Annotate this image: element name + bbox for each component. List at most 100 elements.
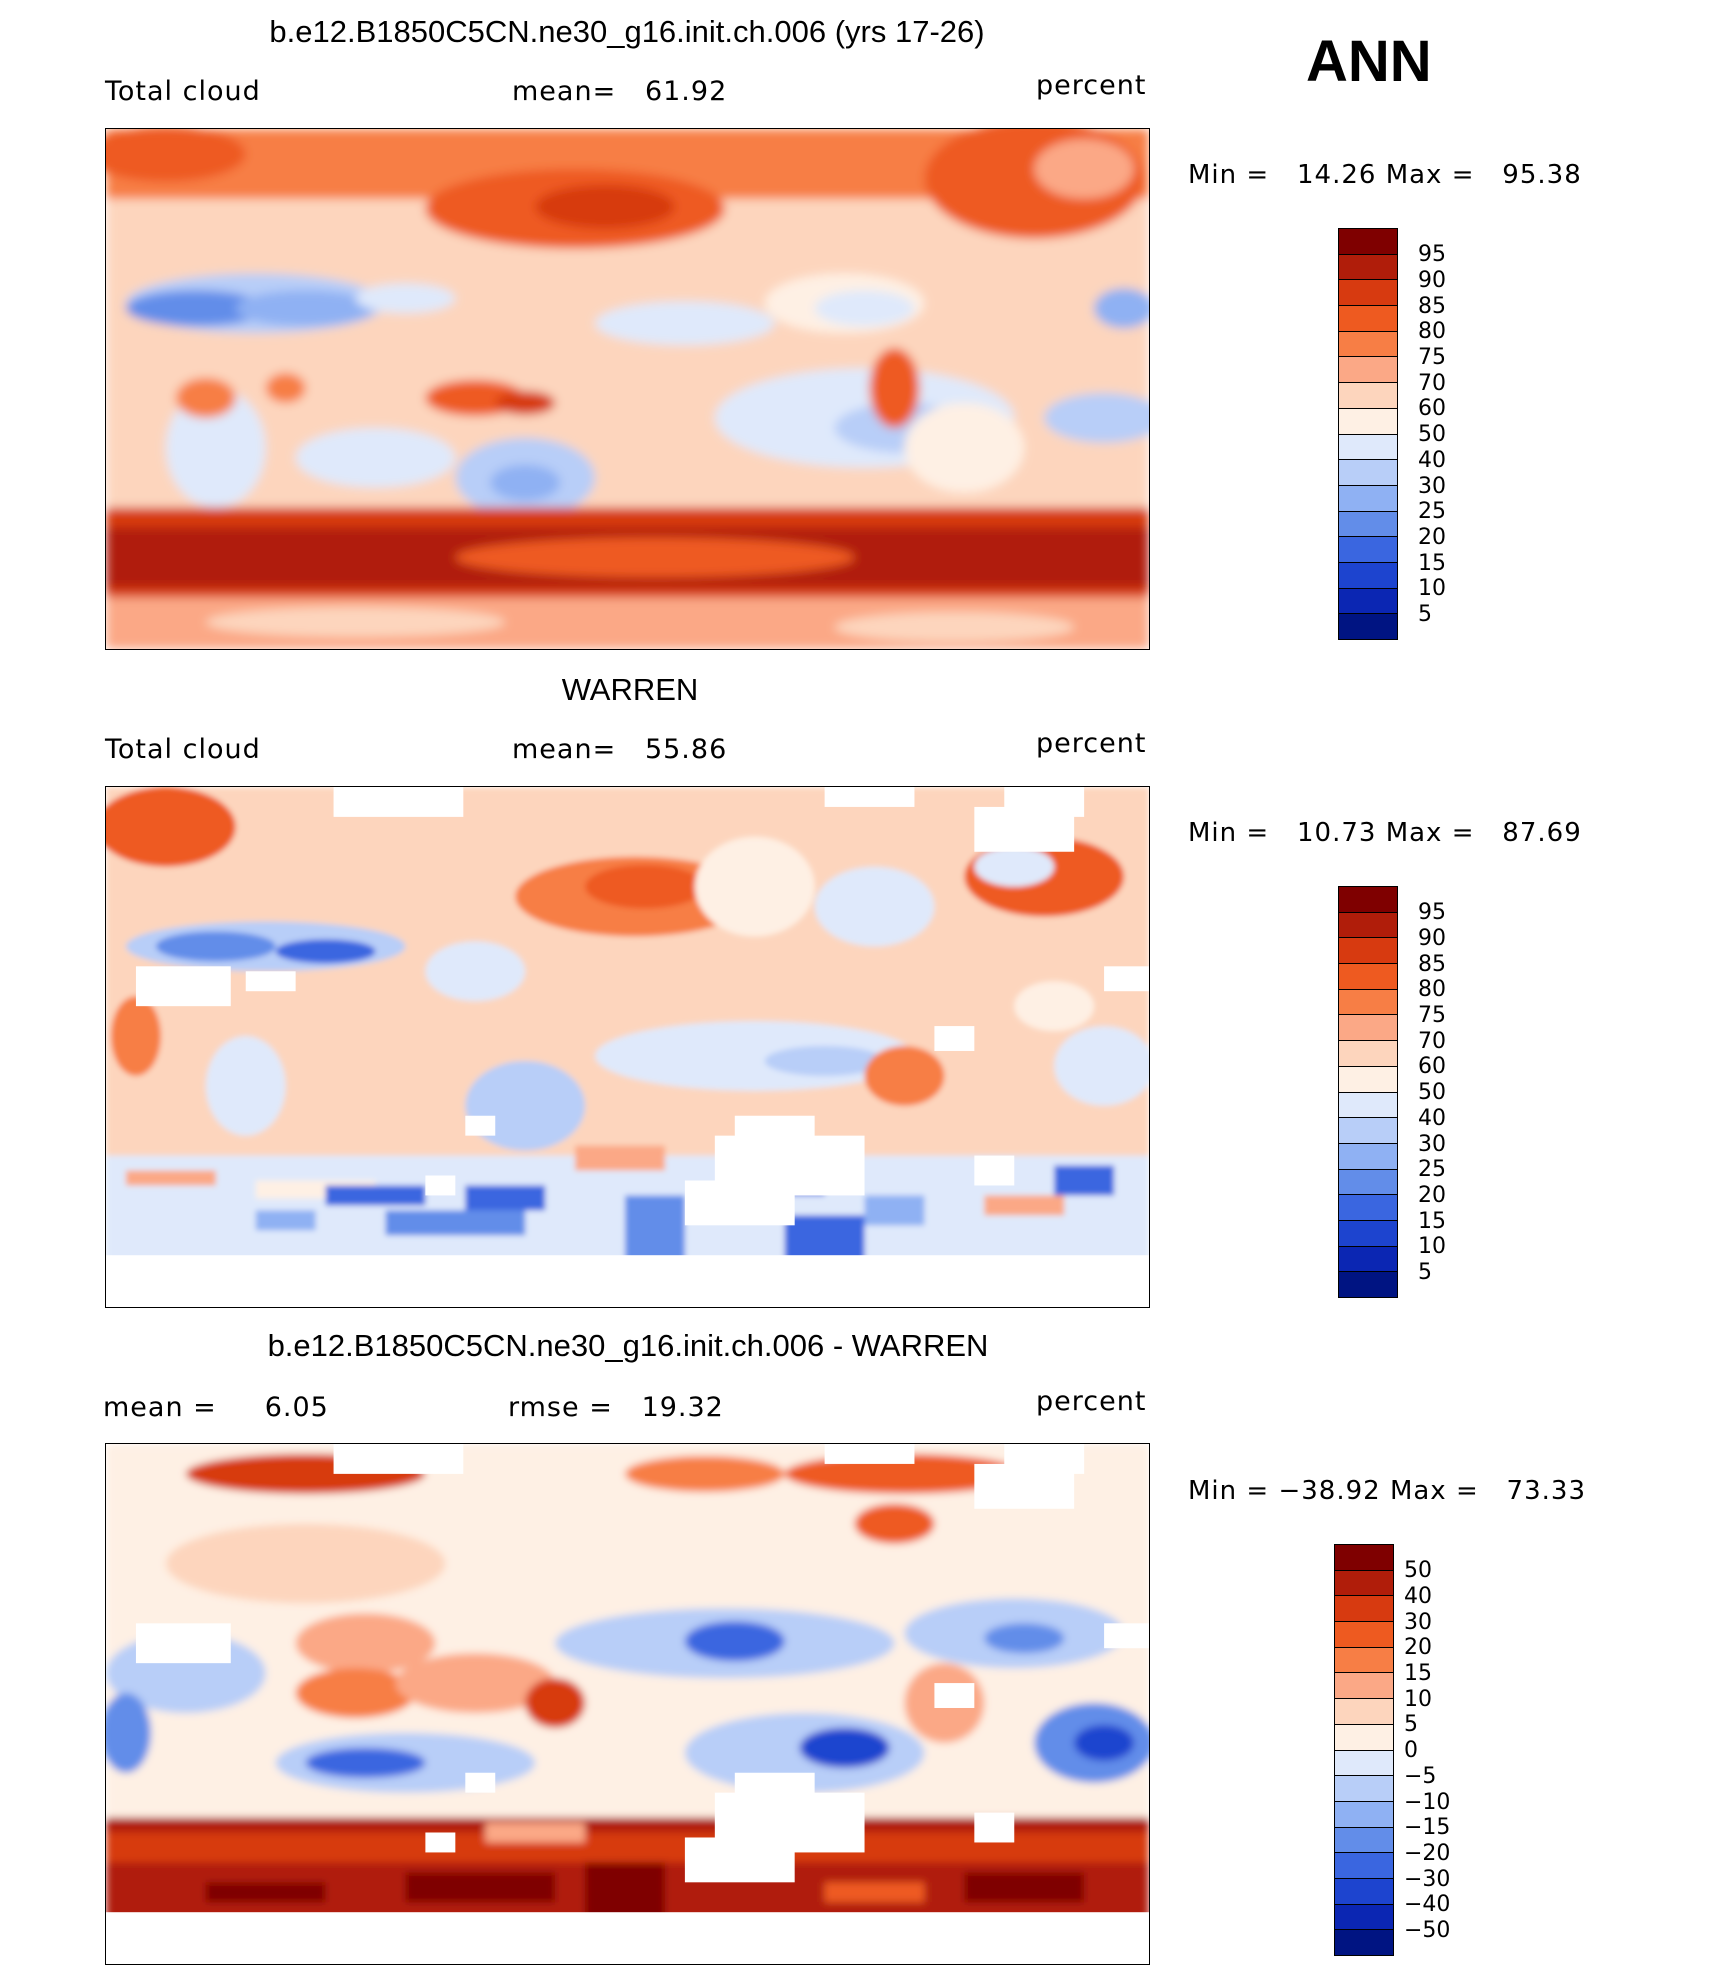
colorbar-swatch bbox=[1339, 1066, 1397, 1093]
panel3-map-svg bbox=[106, 1444, 1149, 1964]
colorbar-swatch bbox=[1339, 614, 1397, 639]
colorbar-tick: 0 bbox=[1404, 1738, 1418, 1763]
colorbar-swatch bbox=[1335, 1545, 1393, 1571]
colorbar-swatch bbox=[1339, 1220, 1397, 1247]
colorbar-tick: 30 bbox=[1404, 1610, 1432, 1635]
colorbar-swatch bbox=[1339, 964, 1397, 990]
colorbar-swatch bbox=[1339, 1272, 1397, 1297]
panel1-map bbox=[105, 128, 1150, 650]
colorbar-tick: −20 bbox=[1404, 1841, 1451, 1866]
colorbar-swatch bbox=[1339, 1195, 1397, 1221]
colorbar-swatch bbox=[1339, 357, 1397, 384]
colorbar-tick: 15 bbox=[1418, 1209, 1446, 1234]
colorbar-tick: 75 bbox=[1418, 345, 1446, 370]
colorbar-tick: 10 bbox=[1418, 1234, 1446, 1259]
colorbar-tick: 95 bbox=[1418, 242, 1446, 267]
colorbar-swatch bbox=[1339, 1041, 1397, 1067]
panel1-minmax: Min = 14.26 Max = 95.38 bbox=[1188, 160, 1582, 190]
panel3-units-label: percent bbox=[1036, 1386, 1147, 1417]
colorbar-tick: 85 bbox=[1418, 294, 1446, 319]
colorbar-swatch bbox=[1339, 537, 1397, 563]
panel3-map bbox=[105, 1443, 1150, 1965]
colorbar-tick: −50 bbox=[1404, 1918, 1451, 1943]
colorbar-tick: 50 bbox=[1404, 1558, 1432, 1583]
panel1-colorbar bbox=[1338, 228, 1398, 640]
panel2-minmax: Min = 10.73 Max = 87.69 bbox=[1188, 818, 1582, 848]
colorbar-swatch bbox=[1335, 1827, 1393, 1854]
colorbar-tick: 60 bbox=[1418, 1054, 1446, 1079]
colorbar-tick: 30 bbox=[1418, 1132, 1446, 1157]
colorbar-tick: −10 bbox=[1404, 1790, 1451, 1815]
colorbar-swatch bbox=[1339, 229, 1397, 255]
colorbar-tick: 5 bbox=[1418, 1260, 1432, 1285]
colorbar-swatch bbox=[1335, 1673, 1393, 1700]
colorbar-tick: 15 bbox=[1418, 551, 1446, 576]
colorbar-tick: 80 bbox=[1418, 977, 1446, 1002]
colorbar-swatch bbox=[1339, 562, 1397, 589]
colorbar-tick: 75 bbox=[1418, 1003, 1446, 1028]
colorbar-swatch bbox=[1335, 1776, 1393, 1802]
colorbar-swatch bbox=[1339, 306, 1397, 332]
colorbar-swatch bbox=[1339, 434, 1397, 461]
colorbar-tick: 20 bbox=[1404, 1635, 1432, 1660]
colorbar-tick: 25 bbox=[1418, 499, 1446, 524]
colorbar-swatch bbox=[1335, 1622, 1393, 1648]
colorbar-swatch bbox=[1335, 1570, 1393, 1597]
colorbar-tick: 50 bbox=[1418, 1080, 1446, 1105]
colorbar-tick: −30 bbox=[1404, 1867, 1451, 1892]
colorbar-swatch bbox=[1335, 1750, 1393, 1777]
colorbar-swatch bbox=[1339, 383, 1397, 409]
panel2-colorbar bbox=[1338, 886, 1398, 1298]
panel2-mean-value: 55.86 bbox=[644, 734, 728, 765]
colorbar-tick: 40 bbox=[1418, 448, 1446, 473]
colorbar-swatch bbox=[1335, 1801, 1393, 1828]
colorbar-tick: −5 bbox=[1404, 1764, 1437, 1789]
colorbar-tick: 60 bbox=[1418, 396, 1446, 421]
colorbar-swatch bbox=[1335, 1904, 1393, 1931]
colorbar-swatch bbox=[1339, 485, 1397, 512]
colorbar-tick: 15 bbox=[1404, 1661, 1432, 1686]
colorbar-swatch bbox=[1339, 511, 1397, 538]
season-label: ANN bbox=[1306, 29, 1432, 94]
colorbar-swatch bbox=[1335, 1596, 1393, 1623]
colorbar-tick: 40 bbox=[1404, 1584, 1432, 1609]
panel2-mean-label: mean= 55.86 bbox=[512, 734, 728, 765]
panel1-units-label: percent bbox=[1036, 70, 1147, 101]
panel3-mean-label: mean = 6.05 bbox=[103, 1392, 329, 1423]
colorbar-swatch bbox=[1339, 912, 1397, 939]
colorbar-tick: 70 bbox=[1418, 371, 1446, 396]
panel2-title: WARREN bbox=[561, 672, 699, 707]
colorbar-swatch bbox=[1335, 1930, 1393, 1955]
panel1-mean-label: mean= 61.92 bbox=[512, 76, 728, 107]
colorbar-swatch bbox=[1339, 887, 1397, 913]
colorbar-swatch bbox=[1335, 1724, 1393, 1751]
colorbar-swatch bbox=[1339, 1169, 1397, 1196]
colorbar-swatch bbox=[1339, 938, 1397, 965]
colorbar-swatch bbox=[1339, 1092, 1397, 1119]
colorbar-tick: 5 bbox=[1418, 602, 1432, 627]
colorbar-swatch bbox=[1339, 1118, 1397, 1144]
colorbar-tick: 5 bbox=[1404, 1712, 1418, 1737]
colorbar-swatch bbox=[1335, 1647, 1393, 1674]
colorbar-tick: −40 bbox=[1404, 1892, 1451, 1917]
colorbar-swatch bbox=[1339, 1015, 1397, 1042]
colorbar-swatch bbox=[1339, 989, 1397, 1016]
colorbar-swatch bbox=[1335, 1699, 1393, 1725]
panel3-rmse-value: 19.32 bbox=[641, 1392, 724, 1423]
panel3-title: b.e12.B1850C5CN.ne30_g16.init.ch.006 - W… bbox=[267, 1328, 989, 1363]
panel2-map-svg bbox=[106, 787, 1149, 1307]
colorbar-tick: 50 bbox=[1418, 422, 1446, 447]
colorbar-tick: 10 bbox=[1404, 1687, 1432, 1712]
colorbar-tick: 30 bbox=[1418, 474, 1446, 499]
colorbar-swatch bbox=[1335, 1878, 1393, 1905]
colorbar-swatch bbox=[1339, 280, 1397, 307]
colorbar-swatch bbox=[1339, 408, 1397, 435]
colorbar-tick: 20 bbox=[1418, 1183, 1446, 1208]
colorbar-tick: 90 bbox=[1418, 268, 1446, 293]
panel1-variable-label: Total cloud bbox=[105, 76, 261, 107]
panel1-mean-value: 61.92 bbox=[644, 76, 728, 107]
panel1-map-svg bbox=[106, 129, 1149, 649]
colorbar-tick: 20 bbox=[1418, 525, 1446, 550]
colorbar-swatch bbox=[1339, 254, 1397, 281]
panel3-minmax: Min = −38.92 Max = 73.33 bbox=[1188, 1476, 1586, 1506]
